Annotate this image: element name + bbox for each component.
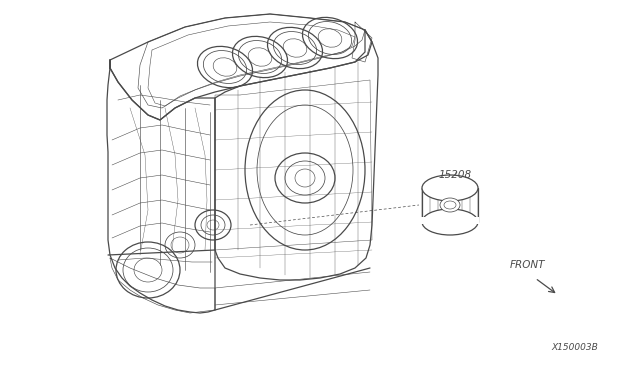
Bar (421, 217, 479, 224)
Text: FRONT: FRONT (510, 260, 545, 270)
Ellipse shape (422, 175, 478, 201)
Ellipse shape (440, 198, 460, 212)
Text: 15208: 15208 (438, 170, 472, 180)
Ellipse shape (422, 209, 478, 235)
Text: X150003B: X150003B (551, 343, 598, 352)
